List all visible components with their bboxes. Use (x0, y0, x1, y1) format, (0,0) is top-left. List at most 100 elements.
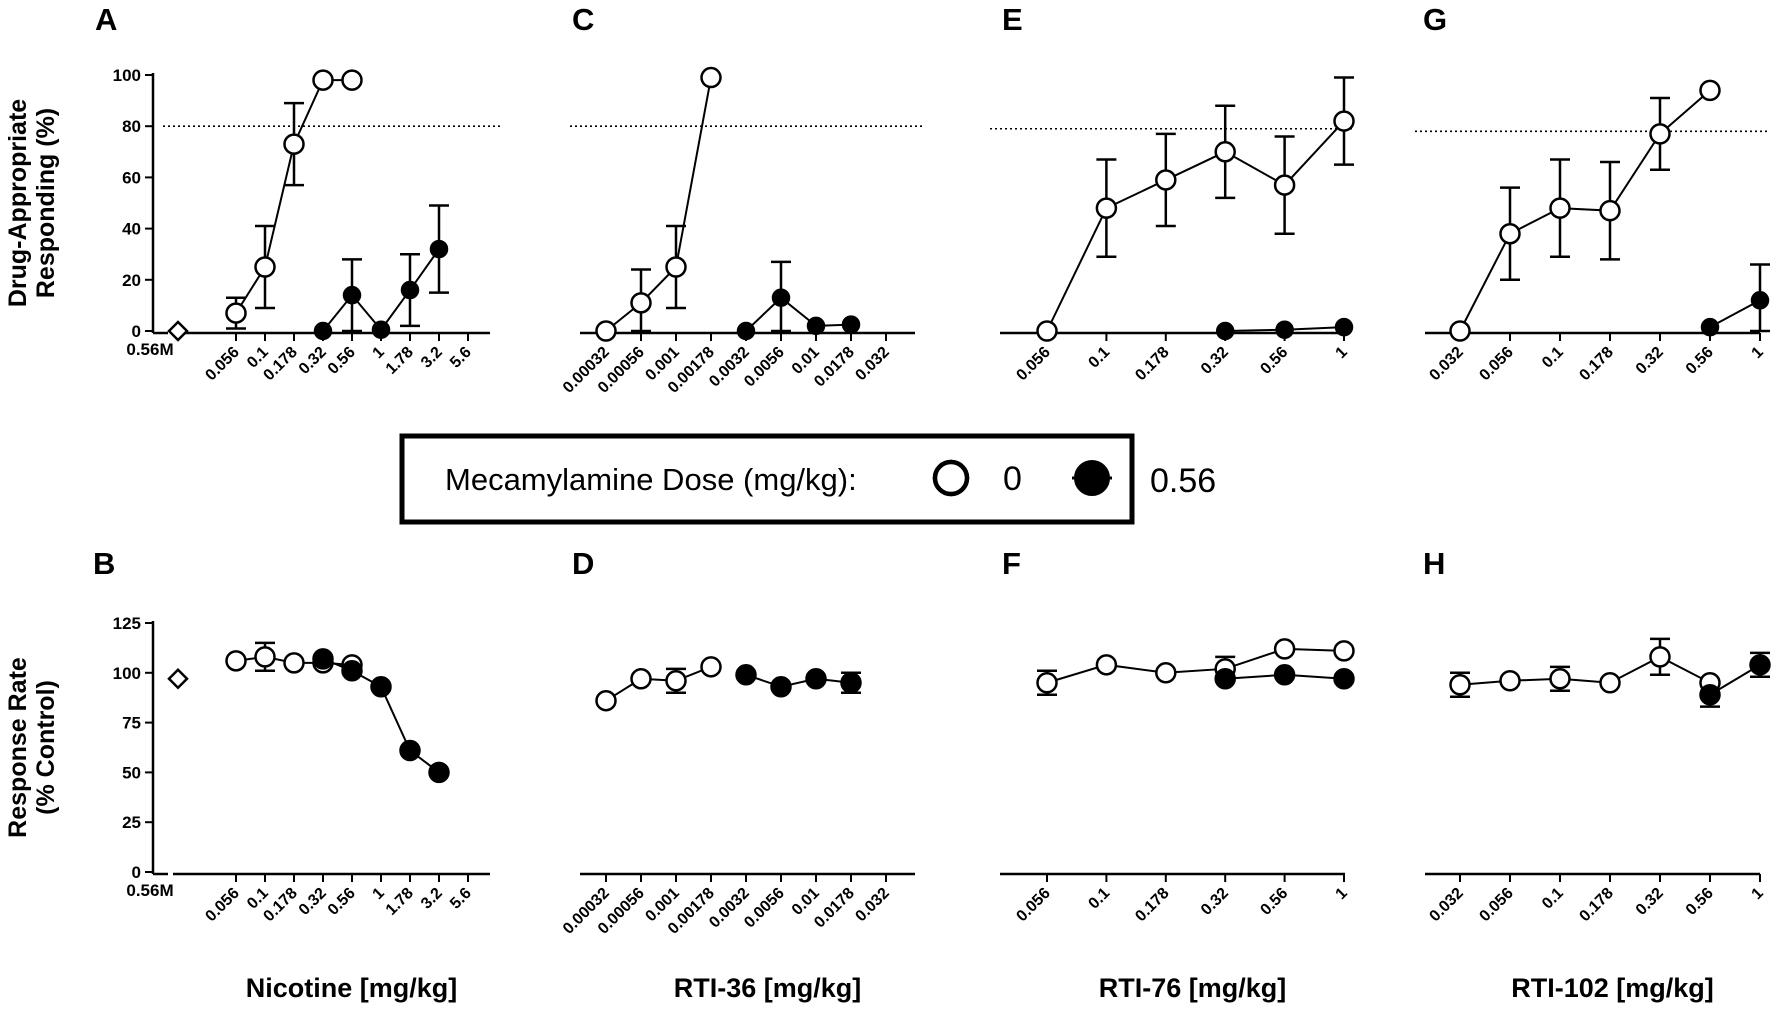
x-tick-label: 0.032 (1426, 885, 1466, 925)
x-tick-label: 0.056 (1476, 344, 1516, 384)
y-tick-label: 60 (122, 168, 141, 187)
data-point-open (1095, 654, 1118, 676)
x-tick-label: 0.178 (1576, 885, 1616, 925)
x-tick-label: 0.1 (1539, 885, 1567, 913)
x-tick-label: 0.178 (260, 344, 300, 384)
x-tick-label: 1 (370, 344, 388, 362)
y-axis-label: (% Control) (32, 680, 60, 815)
x-tick-label: 0.56 (1683, 885, 1717, 919)
x-tick-label: 0.32 (296, 885, 330, 919)
data-point-filled (1334, 317, 1354, 337)
panel-letter: G (1423, 2, 1447, 37)
data-point-open (1499, 670, 1521, 692)
data-point-open (595, 320, 617, 342)
x-tick-label: 0.1 (1085, 344, 1113, 372)
panel-letter: B (93, 546, 115, 581)
data-point-filled (370, 675, 392, 698)
data-point-filled (1700, 317, 1720, 337)
legend: Mecamylamine Dose (mg/kg): 0 0.56 (399, 433, 1216, 525)
x-axis-label: RTI-102 [mg/kg] (1511, 973, 1714, 1003)
data-point-filled (428, 761, 450, 784)
data-point-open (1155, 662, 1177, 684)
series-line-open (1459, 89, 1711, 332)
y-tick-label: 50 (122, 763, 141, 782)
control-diamond (167, 668, 189, 690)
data-point-filled (1273, 664, 1296, 686)
x-axis-label: RTI-36 [mg/kg] (674, 973, 862, 1003)
legend-box (399, 433, 1135, 525)
x-tick-label: 1 (370, 885, 388, 903)
y-tick-label: 25 (122, 813, 141, 832)
x-tick-label: 0.032 (852, 885, 892, 925)
series-line-filled (322, 657, 440, 774)
data-point-filled (735, 664, 757, 686)
legend-marker-open-ring (932, 459, 970, 497)
data-point-open (1036, 672, 1058, 694)
x-tick-label: 0.56 (325, 885, 359, 919)
panel-letter: E (1002, 2, 1023, 37)
data-point-filled (1214, 668, 1236, 690)
panel-f: F 0.056 0.1 0.178 0.32 0.56 1 RTI-76 [mg/kg] (1000, 546, 1355, 1003)
y-tick-label: 100 (113, 66, 141, 85)
data-point-open (283, 652, 305, 674)
data-point-open (283, 133, 305, 155)
data-point-filled (1275, 320, 1294, 339)
x-tick-label: 0.1 (1085, 885, 1113, 913)
y-axis-label: Response Rate (4, 657, 32, 838)
control-diamond (167, 320, 189, 342)
data-point-open (254, 256, 276, 278)
data-point-filled (1749, 654, 1771, 676)
x-tick-label: 0.178 (1132, 344, 1172, 384)
data-point-open (1095, 197, 1118, 219)
x-tick-label: 0.1 (1539, 344, 1567, 372)
data-point-open (1649, 123, 1671, 145)
control-label: 0.56M (126, 340, 173, 359)
x-tick-label: 0.032 (852, 344, 892, 384)
x-tick-label: 0.0056 (741, 344, 788, 391)
series-line-filled (1709, 299, 1761, 329)
y-tick-label: 40 (122, 220, 141, 239)
data-point-open (1449, 674, 1471, 696)
data-point-open (225, 302, 247, 324)
control-label: 0.56M (126, 881, 173, 900)
x-tick-label: 0.32 (1633, 885, 1667, 919)
x-tick-label: 3.2 (418, 344, 446, 372)
x-tick-label: 5.6 (447, 885, 475, 913)
y-axis-label: Responding (%) (32, 108, 60, 298)
data-point-open (1599, 199, 1621, 222)
x-tick-label: 0.32 (296, 344, 330, 378)
y-tick-label: 0 (132, 863, 141, 882)
data-point-open (1333, 640, 1355, 662)
x-tick-label: 1 (1749, 885, 1767, 903)
data-point-filled (313, 321, 333, 341)
x-tick-label: 1.78 (383, 344, 417, 378)
panel-letter: D (572, 546, 594, 581)
x-tick-label: 0.178 (1132, 885, 1172, 925)
x-axis-label: Nicotine [mg/kg] (246, 973, 458, 1003)
panel-letter: H (1423, 546, 1445, 581)
series-line-filled (745, 296, 852, 332)
x-tick-label: 1 (1333, 344, 1351, 362)
y-tick-label: 0 (132, 322, 141, 341)
x-tick-label: 0.056 (1013, 885, 1053, 925)
x-tick-label: 0.178 (260, 885, 300, 925)
x-tick-label: 0.56 (1683, 344, 1717, 378)
x-tick-label: 0.0056 (741, 885, 788, 932)
data-point-open (630, 668, 652, 690)
data-point-filled (1750, 291, 1770, 310)
x-tick-label: 0.0178 (811, 344, 858, 391)
x-tick-label: 0.56 (1257, 885, 1291, 919)
y-tick-label: 80 (122, 117, 141, 136)
x-tick-label: 3.2 (418, 885, 446, 913)
series-line-open (1046, 120, 1345, 332)
legend-label-0: 0 (1003, 460, 1022, 498)
data-point-filled (805, 668, 827, 690)
panel-letter: A (95, 2, 117, 37)
x-tick-label: 0.56 (1257, 344, 1291, 378)
x-tick-label: 0.178 (1576, 344, 1616, 384)
data-point-open (1273, 638, 1296, 660)
y-tick-label: 75 (122, 714, 141, 733)
